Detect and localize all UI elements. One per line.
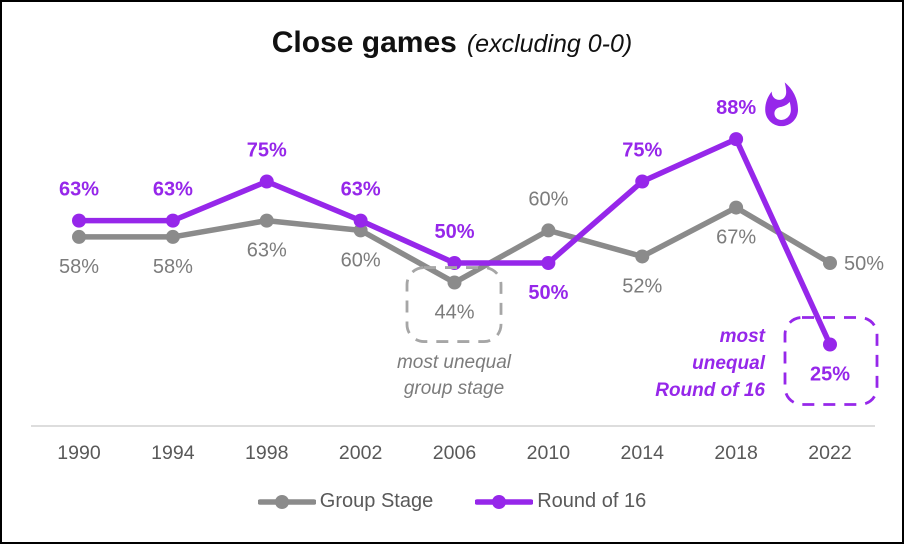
chart-title-sub: (excluding 0-0) <box>466 30 633 58</box>
data-point <box>541 256 556 270</box>
legend-marker <box>257 494 316 509</box>
x-axis-label: 2010 <box>527 442 571 464</box>
legend-label: Group Stage <box>319 490 434 512</box>
data-label: 60% <box>528 188 568 210</box>
data-label: 88% <box>716 97 756 119</box>
data-label: 50% <box>434 221 474 243</box>
chart-title-main: Close games <box>271 26 457 59</box>
fire-icon <box>765 82 798 127</box>
x-axis-label: 2002 <box>339 442 382 464</box>
legend-item-group-stage: Group Stage <box>257 490 434 513</box>
data-point <box>823 337 837 352</box>
data-label: 63% <box>341 179 381 201</box>
data-label: 58% <box>59 256 99 278</box>
data-point <box>635 249 650 264</box>
round16-note: unequal <box>692 353 766 374</box>
data-point <box>635 174 650 189</box>
data-point <box>353 213 368 228</box>
x-axis-label: 2006 <box>433 442 476 464</box>
data-label: 63% <box>59 179 99 201</box>
data-point <box>72 213 86 228</box>
data-point <box>259 174 274 189</box>
data-point <box>729 132 744 147</box>
data-label: 63% <box>247 240 287 262</box>
data-point <box>259 213 274 228</box>
data-label: 52% <box>622 275 662 297</box>
data-point <box>823 256 837 270</box>
chart-title: Close games (excluding 0-0) <box>2 26 902 60</box>
data-label: 63% <box>153 179 193 201</box>
data-label: 58% <box>153 256 193 278</box>
data-point <box>353 223 368 238</box>
data-point <box>729 200 744 215</box>
x-axis-label: 2018 <box>714 442 757 464</box>
data-label: 67% <box>716 227 756 249</box>
x-axis-label: 1990 <box>57 442 101 464</box>
round16-box-highlight <box>783 316 879 406</box>
data-label: 75% <box>622 140 662 162</box>
round16-note: Round of 16 <box>655 380 765 401</box>
legend-label: Round of 16 <box>537 490 647 512</box>
data-label: 50% <box>528 282 568 304</box>
group-note: most unequal <box>397 352 512 373</box>
legend-marker <box>475 494 534 509</box>
x-axis-label: 2014 <box>621 442 665 464</box>
data-point <box>165 229 180 244</box>
data-point <box>165 213 180 228</box>
data-label: 44% <box>434 302 474 324</box>
data-point <box>447 275 462 290</box>
data-label: 60% <box>341 249 381 271</box>
group-note: group stage <box>404 378 504 399</box>
round16-note: most <box>720 326 766 347</box>
legend-item-round-of-16: Round of 16 <box>475 490 646 513</box>
data-label: 75% <box>247 140 287 162</box>
data-point <box>541 223 556 238</box>
group-box-highlight <box>405 266 503 343</box>
data-label: 25% <box>810 364 850 386</box>
x-axis-label: 1994 <box>151 442 195 464</box>
chart-legend: Group Stage Round of 16 <box>2 490 902 513</box>
x-axis-label: 2022 <box>808 442 851 464</box>
data-label: 50% <box>844 253 884 275</box>
data-point <box>72 229 86 244</box>
x-axis-label: 1998 <box>245 442 288 464</box>
